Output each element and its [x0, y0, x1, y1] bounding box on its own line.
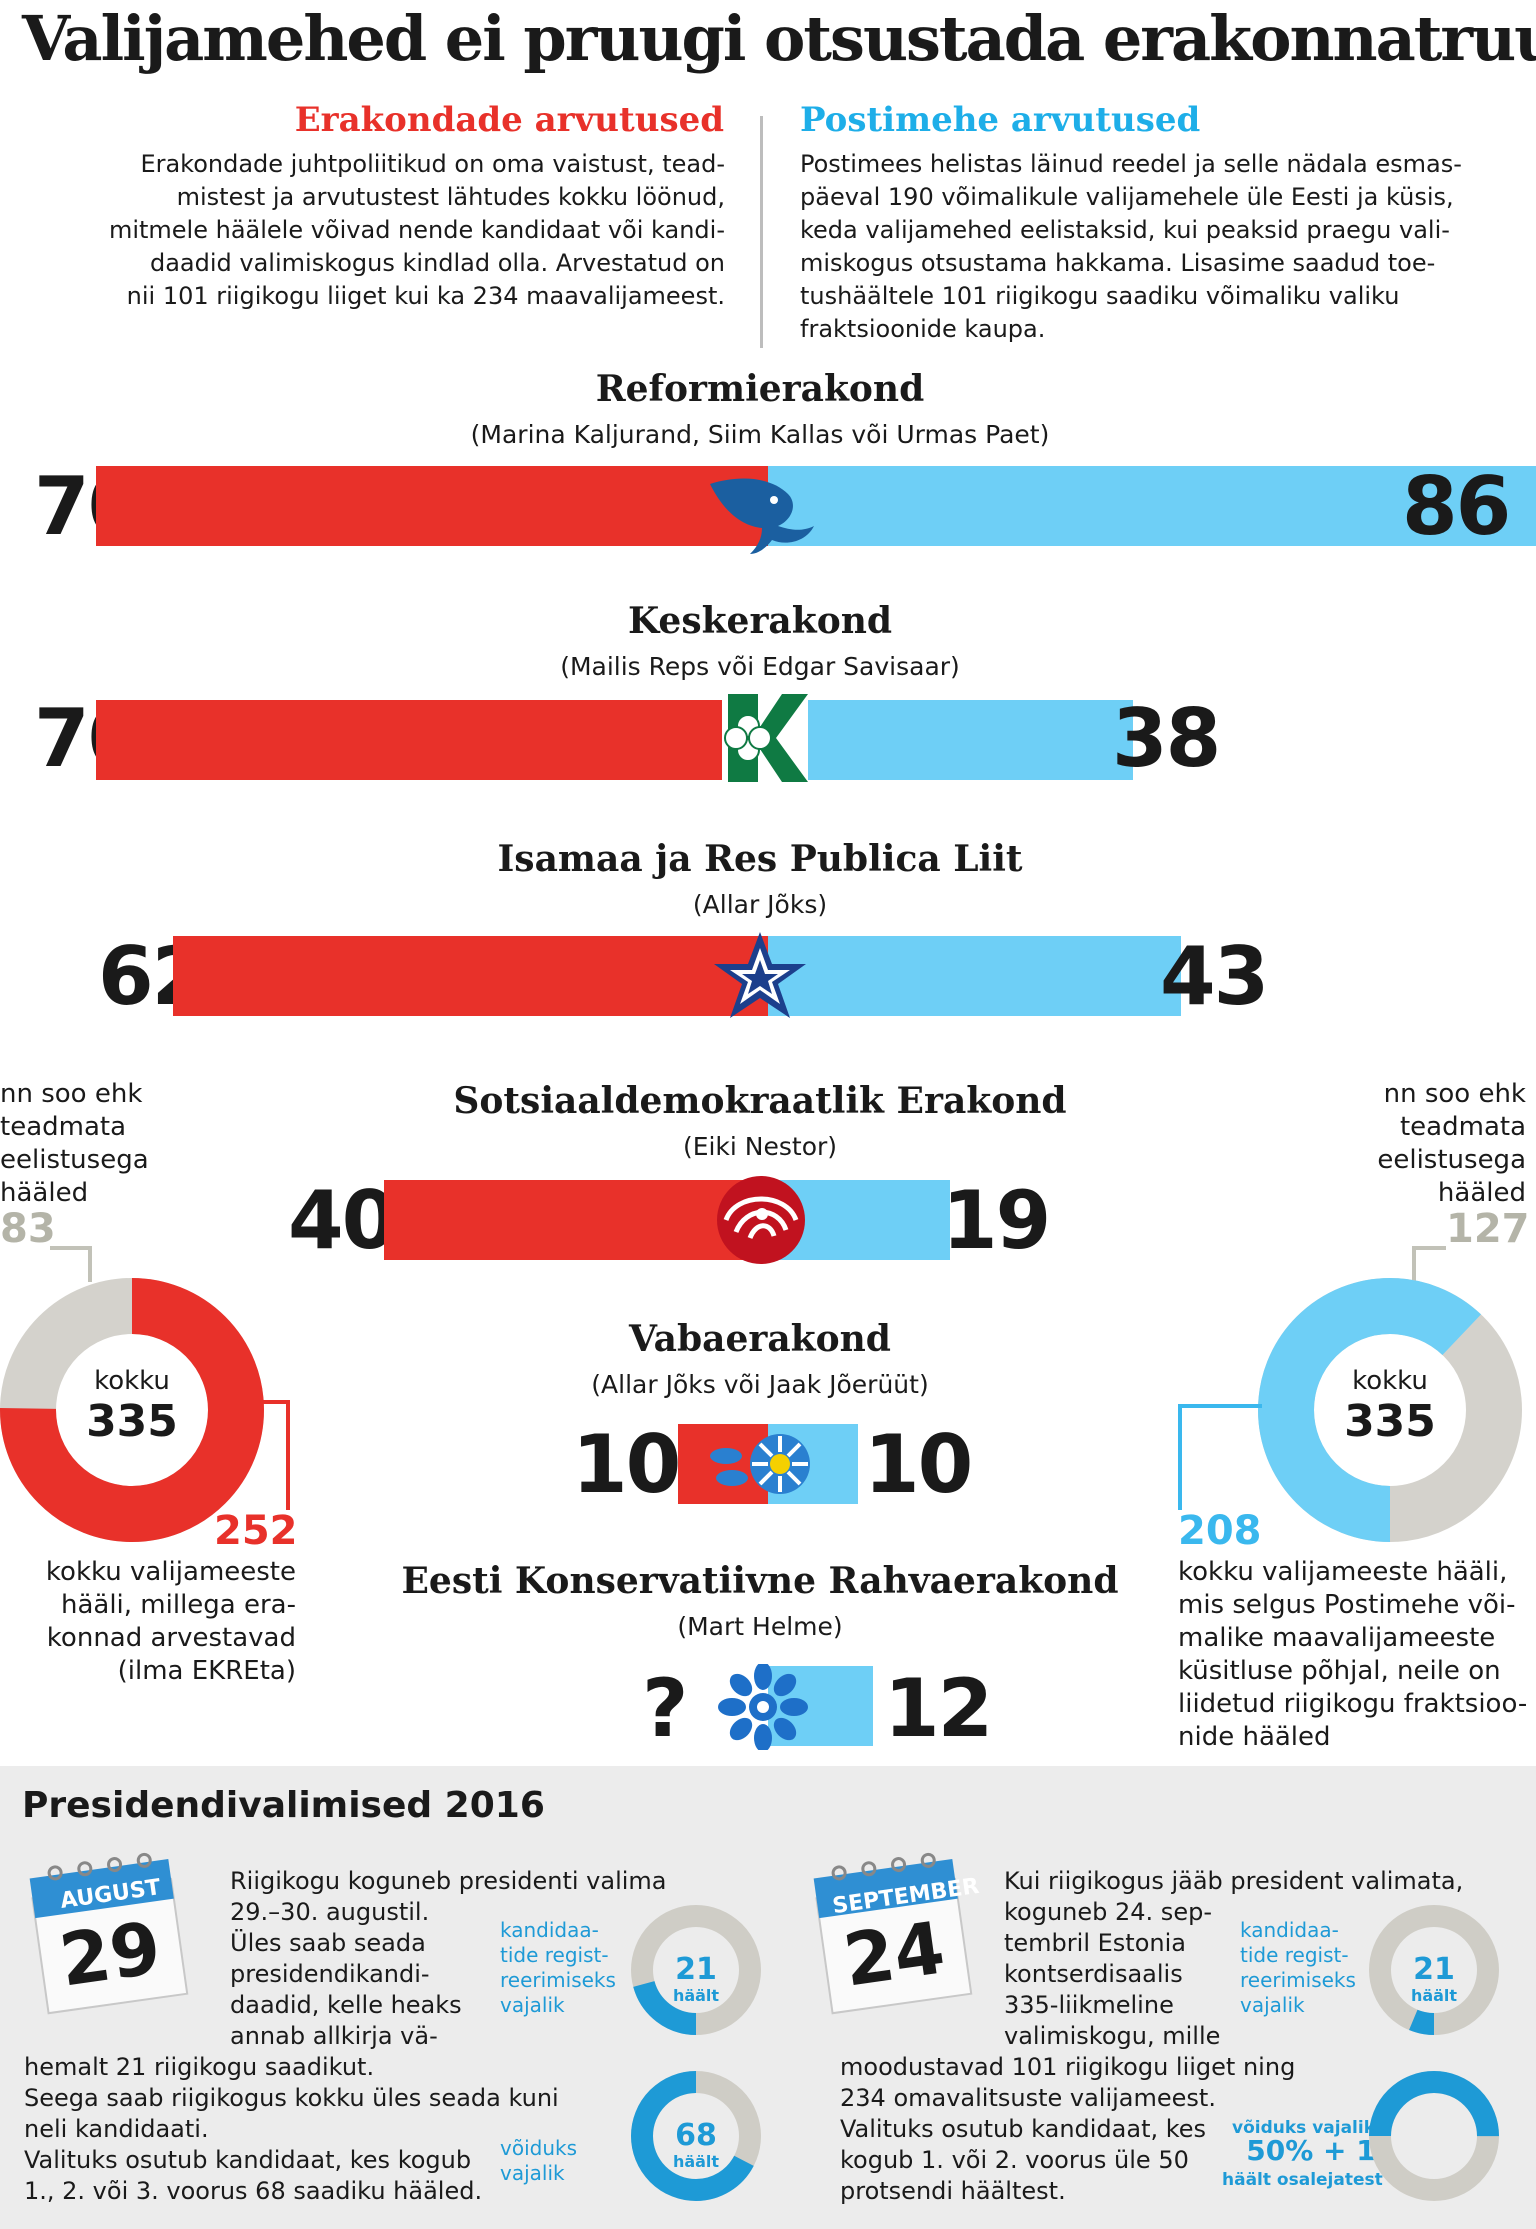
right-share-value: 208 [1178, 1508, 1262, 1554]
august-ring2-unit: häält [672, 2152, 720, 2171]
right-value-label: 19 [942, 1174, 1051, 1267]
august-ring1-label: kandidaa- tide regist- reerimiseks vajal… [500, 1918, 616, 2017]
right-value-label: 86 [1402, 460, 1511, 553]
august-ring1-value: 21 [675, 1952, 717, 1987]
party-candidates-ekre: (Mart Helme) [677, 1612, 843, 1641]
intro-line: daadid valimiskogus kindlad olla. Arvest… [149, 249, 725, 277]
right-intro-text: Postimees helistas läinud reedel ja sell… [800, 148, 1490, 346]
bar-right [768, 700, 1133, 780]
party-candidates-kesk: (Mailis Reps või Edgar Savisaar) [560, 652, 960, 681]
august-ring2 [631, 2071, 761, 2201]
intro-line: fraktsioonide kaupa. [800, 315, 1046, 343]
right-donut-share [1258, 1278, 1522, 1542]
left-unknown-value: 83 [0, 1206, 56, 1252]
intro-line: mitmele häälele võivad nende kandidaat v… [108, 216, 725, 244]
right-share-label: kokku valijameeste hääli, mis selgus Pos… [1178, 1557, 1528, 1752]
intro-line: Erakondade juhtpoliitikud on oma vaistus… [140, 150, 725, 178]
september-text-top: Kui riigikogus jääb president valimata, … [1004, 1867, 1464, 2050]
september-ring2-value: 50% + 1 [1246, 2134, 1376, 2167]
rose-logo-icon [706, 1172, 806, 1272]
bar-left [172, 936, 768, 1016]
august-text-bottom: hemalt 21 riigikogu saadikut. Seega saab… [24, 2053, 559, 2205]
right-unknown-value: 127 [1446, 1206, 1530, 1252]
cornflower-logo-icon [718, 1662, 818, 1764]
party-name-vaba: Vabaerakond [629, 1318, 891, 1360]
august-text-top: Riigikogu koguneb presidenti valima 29.–… [230, 1867, 667, 2050]
bar-right [768, 936, 1181, 1016]
calendar-august-icon [29, 1852, 189, 2015]
right-value-label: 12 [884, 1662, 993, 1755]
september-ring1-unit: häält [1410, 1986, 1458, 2005]
presidential-panel [0, 1766, 1536, 2229]
bar-left [384, 1180, 768, 1260]
squirrel-logo-icon [702, 456, 814, 556]
left-column-heading: Erakondade arvutused [294, 100, 724, 140]
right-donut [1258, 1278, 1522, 1542]
party-candidates-vaba: (Allar Jõks või Jaak Jõerüüt) [591, 1370, 929, 1399]
september-ring2 [1369, 2071, 1499, 2201]
intro-line: mistest ja arvutustest lähtudes kokku lö… [176, 183, 725, 211]
bar-right [768, 466, 1536, 546]
party-name-kesk: Keskerakond [627, 600, 893, 642]
column-divider [760, 116, 763, 348]
clover-k-logo-icon [722, 692, 822, 792]
right-value-label: 38 [1112, 692, 1221, 785]
party-name-ekre: Eesti Konservatiivne Rahvaerakond [401, 1560, 1119, 1602]
left-value-label: 10 [572, 1418, 681, 1511]
party-candidates-sde: (Eiki Nestor) [682, 1132, 838, 1161]
intro-line: tushäältele 101 riigikogu saadiku võimal… [800, 282, 1400, 310]
party-candidates-irl: (Allar Jõks) [692, 890, 828, 919]
bar-left [96, 466, 768, 546]
intro-line: Postimees helistas läinud reedel ja sell… [800, 150, 1462, 178]
star-logo-icon [710, 928, 810, 1028]
right-value-label: 43 [1160, 930, 1269, 1023]
left-share-value: 252 [214, 1508, 298, 1554]
august-ring2-label: võiduks vajalik [500, 2136, 578, 2185]
august-ring2-value: 68 [675, 2118, 717, 2153]
intro-line: päeval 190 võimalikule valijamehele üle … [800, 183, 1454, 211]
bar-left [96, 700, 768, 780]
september-ring1-label: kandidaa- tide regist- reerimiseks vajal… [1240, 1918, 1356, 2017]
august-ring1-unit: häält [672, 1986, 720, 2005]
left-total-label: kokku [94, 1366, 170, 1396]
right-total-value: 335 [1344, 1396, 1436, 1447]
party-name-sde: Sotsiaaldemokraatlik Erakond [453, 1080, 1067, 1122]
left-share-label: kokku valijameeste hääli, millega era- k… [45, 1557, 296, 1686]
presidential-heading: Presidendivalimised 2016 [22, 1785, 545, 1826]
left-total-value: 335 [86, 1396, 178, 1447]
left-unknown-label: nn soo ehk teadmata eelistusega hääled [0, 1079, 149, 1208]
right-total-label: kokku [1352, 1366, 1428, 1396]
september-ring2-unit: häält osalejatest [1222, 2170, 1383, 2190]
left-value-label: ? [642, 1662, 688, 1755]
right-column-heading: Postimehe arvutused [800, 100, 1201, 140]
calendar-day-august: 29 [54, 1905, 166, 2003]
left-donut [0, 1278, 264, 1542]
party-name-irl: Isamaa ja Res Publica Liit [497, 838, 1023, 880]
party-name-reform: Reformierakond [595, 368, 925, 410]
september-text-bottom: moodustavad 101 riigikogu liiget ning 23… [840, 2053, 1296, 2205]
right-value-label: 10 [864, 1418, 973, 1511]
september-ring2-label: võiduks vajalik [1232, 2118, 1376, 2138]
flower-logo-icon [702, 1422, 810, 1522]
main-title: Valijamehed ei pruugi otsustada erakonna… [22, 2, 1536, 75]
left-value-label: 40 [288, 1174, 397, 1267]
september-ring1 [1369, 1905, 1499, 2035]
calendar-september-icon [813, 1852, 973, 2015]
september-ring1-value: 21 [1413, 1952, 1455, 1987]
calendar-day-september: 24 [838, 1905, 950, 2003]
left-intro-text: Erakondade juhtpoliitikud on oma vaistus… [70, 148, 725, 313]
left-donut-share [0, 1278, 264, 1542]
intro-line: keda valijamehed eelistaksid, kui peaksi… [800, 216, 1450, 244]
party-candidates-reform: (Marina Kaljurand, Siim Kallas või Urmas… [470, 420, 1050, 449]
intro-line: miskogus otsustama hakkama. Lisasime saa… [800, 249, 1436, 277]
right-unknown-label: nn soo ehk teadmata eelistusega hääled [1377, 1079, 1526, 1208]
intro-line: nii 101 riigikogu liiget kui ka 234 maav… [126, 282, 725, 310]
august-ring1 [631, 1905, 761, 2035]
